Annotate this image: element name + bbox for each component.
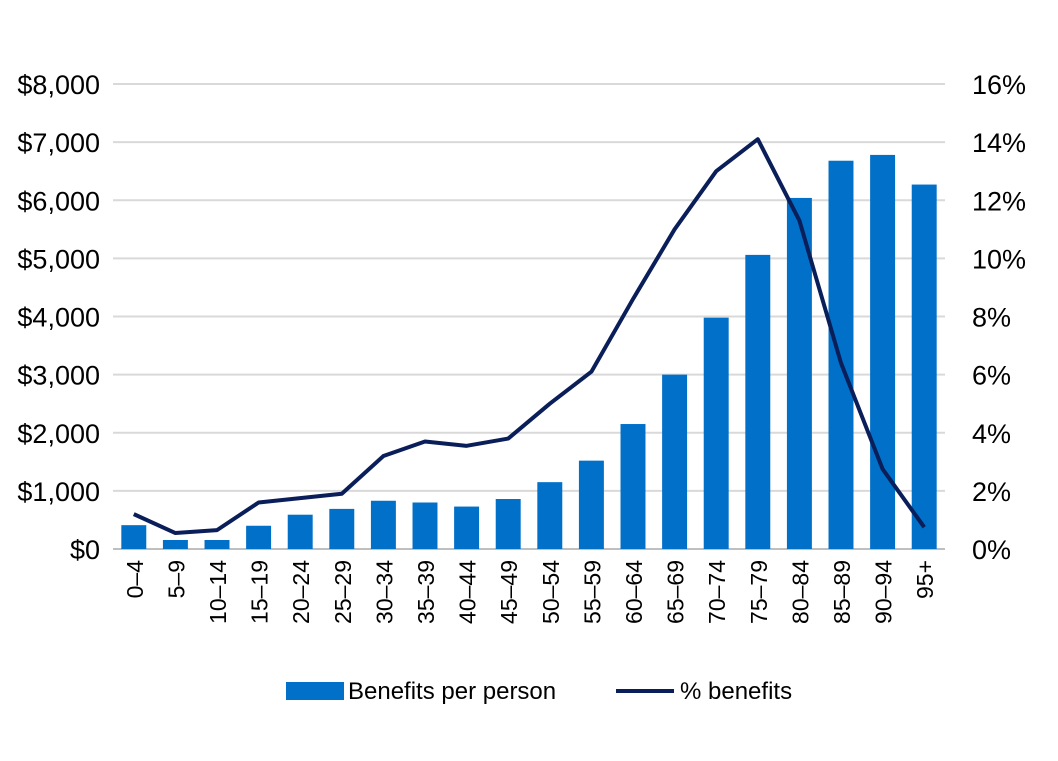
right-tick-label: 0% (972, 535, 1011, 565)
bar (288, 515, 313, 549)
left-tick-label: $0 (70, 535, 100, 565)
bar (121, 525, 146, 549)
bar (454, 507, 479, 549)
bar (579, 461, 604, 549)
bar (745, 255, 770, 549)
bar (205, 540, 230, 549)
legend-label-line: % benefits (680, 678, 792, 705)
x-tick-label: 90–94 (871, 560, 897, 624)
bar (912, 185, 937, 549)
left-tick-label: $3,000 (17, 361, 100, 391)
x-tick-label: 75–79 (746, 560, 772, 624)
legend-swatch-bar (286, 682, 344, 700)
right-tick-label: 14% (972, 128, 1026, 158)
bar (163, 540, 188, 549)
x-tick-label: 0–4 (122, 560, 148, 599)
right-tick-label: 16% (972, 70, 1026, 100)
left-tick-label: $5,000 (17, 244, 100, 274)
x-tick-label: 35–39 (413, 560, 439, 624)
x-tick-label: 70–74 (704, 560, 730, 624)
x-tick-label: 15–19 (247, 560, 273, 624)
x-tick-label: 40–44 (455, 560, 481, 624)
left-tick-label: $4,000 (17, 303, 100, 333)
right-axis-ticks: 0% 2% 4% 6% 8% 10% 12% 14% 16% (972, 70, 1026, 565)
bar (413, 503, 438, 550)
x-tick-label: 30–34 (371, 560, 397, 624)
x-tick-label: 25–29 (330, 560, 356, 624)
left-tick-label: $7,000 (17, 128, 100, 158)
left-axis-ticks: $0 $1,000 $2,000 $3,000 $4,000 $5,000 $6,000 $7… (17, 70, 100, 565)
right-tick-label: 6% (972, 361, 1011, 391)
left-tick-label: $6,000 (17, 186, 100, 216)
right-tick-label: 4% (972, 419, 1011, 449)
bar (329, 509, 354, 549)
right-tick-label: 12% (972, 186, 1026, 216)
right-tick-label: 2% (972, 477, 1011, 507)
bar (371, 501, 396, 549)
bar (704, 318, 729, 549)
legend-label-bar: Benefits per person (348, 678, 556, 705)
x-tick-label: 10–14 (205, 560, 231, 624)
left-tick-label: $2,000 (17, 419, 100, 449)
bar (496, 499, 521, 549)
bar (829, 161, 854, 549)
bar (537, 482, 562, 549)
bar (870, 155, 895, 549)
x-axis-ticks: 0–4 5–9 10–14 15–19 20–24 25–29 30–34 35–39 40–4… (122, 560, 938, 624)
gridlines (113, 84, 945, 549)
bar (246, 526, 271, 549)
left-tick-label: $8,000 (17, 70, 100, 100)
x-tick-label: 80–84 (787, 560, 813, 624)
left-tick-label: $1,000 (17, 477, 100, 507)
legend: Benefits per person % benefits (286, 678, 792, 705)
x-tick-label: 95+ (912, 560, 938, 599)
x-tick-label: 50–54 (538, 560, 564, 624)
x-tick-label: 60–64 (621, 560, 647, 624)
x-tick-label: 55–59 (579, 560, 605, 624)
x-tick-label: 45–49 (496, 560, 522, 624)
bar (662, 375, 687, 549)
x-tick-label: 5–9 (163, 560, 189, 598)
right-tick-label: 8% (972, 303, 1011, 333)
x-tick-label: 85–89 (829, 560, 855, 624)
x-tick-label: 20–24 (288, 560, 314, 624)
x-tick-label: 65–69 (663, 560, 689, 624)
bar (621, 424, 646, 549)
right-tick-label: 10% (972, 244, 1026, 274)
